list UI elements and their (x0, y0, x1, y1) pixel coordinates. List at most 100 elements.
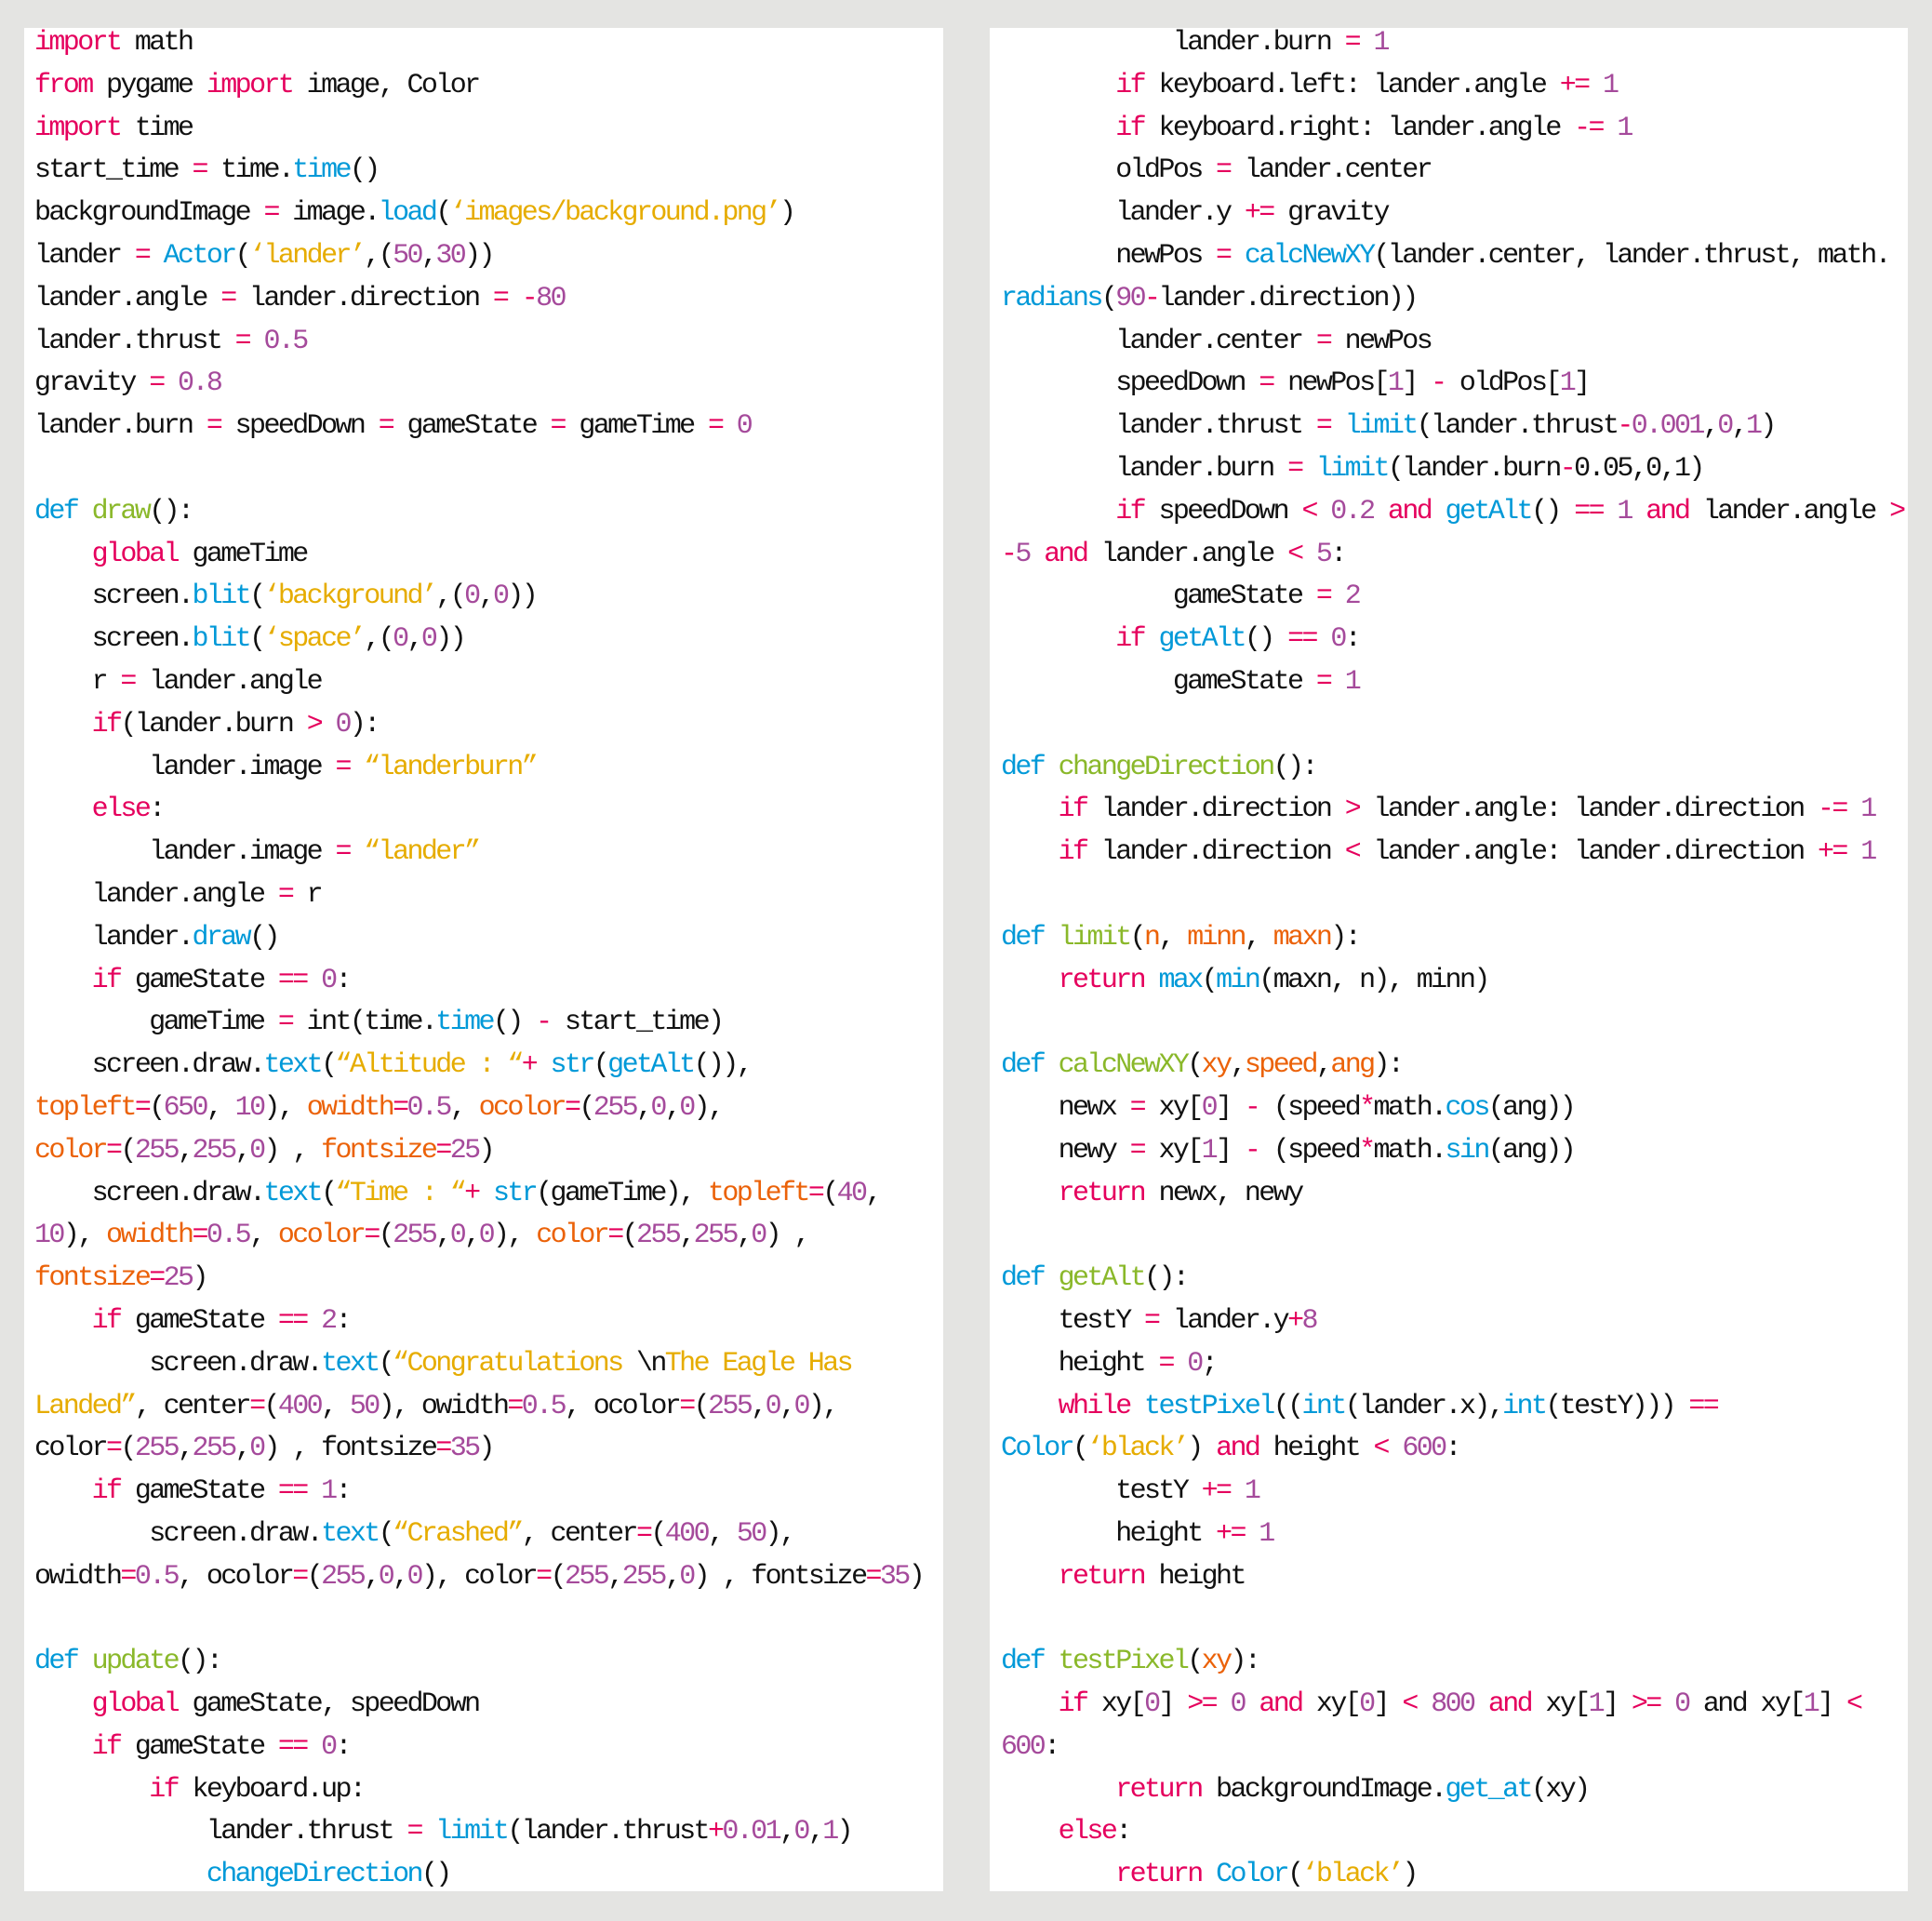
code-token: The Eagle Has (664, 1347, 854, 1380)
code-token: 0 (393, 623, 409, 656)
code-line (1001, 1215, 1904, 1258)
code-token: ( (321, 1049, 338, 1082)
code-token: + (1287, 1304, 1304, 1337)
code-token: lander.direction (1086, 794, 1345, 826)
code-token: , (807, 1816, 825, 1848)
code-token: = (1216, 239, 1232, 272)
code-line: newPos = calcNewXY(lander.center, lander… (1001, 235, 1904, 278)
code-token: = (1129, 1134, 1147, 1167)
code-line: import math (34, 22, 923, 65)
code-token: , (708, 1517, 737, 1550)
code-token (1245, 1518, 1259, 1550)
code-token: lander.thrust (1001, 410, 1316, 443)
code-token: radians (1001, 282, 1103, 314)
code-token: screen.draw. (34, 1177, 266, 1209)
code-panel-right: lander.burn = 1 if keyboard.left: lander… (990, 27, 1908, 1891)
code-token: newPos (1330, 325, 1433, 357)
code-token: = (1158, 1347, 1175, 1380)
code-token: import (34, 112, 123, 144)
code-token: , (234, 1134, 252, 1167)
code-line: from pygame import image, Color (34, 65, 923, 108)
code-token: , (664, 1560, 682, 1593)
code-token: - (1144, 282, 1161, 314)
code-token: , ocolor (564, 1390, 682, 1422)
code-token: ( (306, 1560, 324, 1593)
code-token: = (335, 836, 352, 869)
code-token: 0 (249, 1134, 266, 1167)
code-token: , (449, 1091, 479, 1124)
code-token: “landerburn” (364, 751, 538, 783)
code-token: = (1216, 154, 1232, 187)
code-token: , (393, 1560, 409, 1593)
code-line: lander.y += gravity (1001, 193, 1904, 235)
code-token: : (335, 1730, 353, 1763)
code-token: + (464, 1177, 481, 1209)
code-token: > (1889, 495, 1906, 527)
code-token: Color (1001, 1433, 1075, 1465)
code-token: , (1315, 1049, 1333, 1082)
code-token: lander.image (34, 836, 336, 869)
code-token: 5 (1315, 538, 1333, 570)
code-token: = (292, 1560, 309, 1593)
code-token: = (1315, 410, 1333, 443)
code-token: : (1115, 1816, 1132, 1848)
code-token: height (1001, 1347, 1159, 1380)
code-token: + (521, 1049, 539, 1082)
code-token: gameState, speedDown (178, 1688, 481, 1721)
code-token (34, 539, 92, 570)
code-token: ), (492, 1220, 537, 1252)
code-token: 1 (1803, 1688, 1820, 1721)
code-token: )) (435, 623, 466, 656)
code-token: , (679, 1220, 696, 1252)
code-token (249, 326, 263, 357)
code-token: ] (1216, 1134, 1245, 1167)
code-token: < (1373, 1433, 1391, 1465)
code-line: if keyboard.up: (34, 1769, 923, 1812)
code-token: if (1115, 69, 1146, 101)
code-token: ), (765, 1517, 796, 1550)
code-token (1603, 113, 1617, 144)
code-token: backgroundImage (34, 197, 264, 230)
code-token: (lander.burn (1387, 452, 1562, 485)
code-token: 255 (564, 1560, 610, 1593)
code-line: def testPixel(xy): (1001, 1641, 1904, 1684)
code-token (479, 1178, 493, 1209)
code-token: 0 (1674, 1688, 1691, 1721)
code-token: newPos (1001, 239, 1217, 272)
code-token: * (1359, 1134, 1376, 1167)
code-token: = (106, 1433, 123, 1465)
code-token (34, 1475, 92, 1507)
code-token (1001, 1688, 1059, 1720)
code-token (1632, 496, 1646, 527)
code-token: n (1144, 921, 1161, 954)
code-token: = (277, 1007, 295, 1039)
code-token: lander.angle (34, 282, 221, 314)
code-token: gameState (120, 1304, 278, 1337)
code-token: getAlt (1058, 1262, 1147, 1295)
code-token: >= (1187, 1688, 1218, 1721)
code-token: ( (378, 1347, 395, 1380)
code-token: (lander.burn (120, 708, 307, 740)
code-token (1589, 70, 1603, 101)
code-token: 0.8 (178, 367, 223, 400)
code-token: speedDown (220, 410, 379, 443)
code-token: 255 (134, 1433, 180, 1465)
code-token: lander (34, 239, 135, 272)
code-token: = (1315, 325, 1333, 357)
code-token: = (492, 282, 510, 314)
code-token (1144, 965, 1158, 996)
code-token: if (91, 964, 123, 996)
code-line: lander.center = newPos (1001, 321, 1904, 364)
code-token: 0 (1144, 1688, 1161, 1721)
code-token: and (1487, 1688, 1534, 1721)
code-token: (speed (1259, 1134, 1362, 1167)
code-token: def (34, 1646, 80, 1678)
code-token: lander.burn (1001, 27, 1345, 59)
code-token: ] (1574, 367, 1591, 400)
code-line: 600: (1001, 1727, 1904, 1769)
code-token: gravity (34, 367, 150, 400)
code-token: 0 (420, 623, 438, 656)
code-token: ), (693, 1091, 725, 1124)
code-token: lander.center (1001, 325, 1316, 357)
code-token: , (406, 623, 424, 656)
